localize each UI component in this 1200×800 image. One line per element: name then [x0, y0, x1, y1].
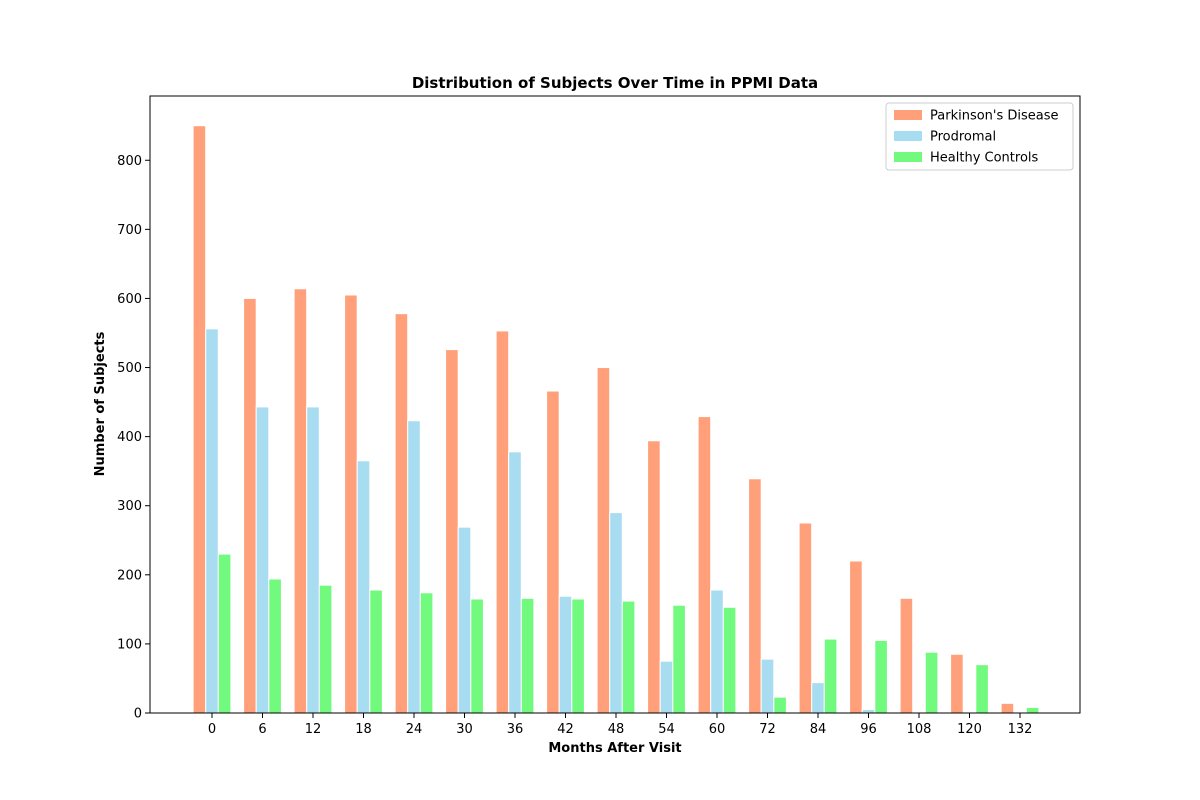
legend-swatch-2	[894, 152, 922, 162]
bar-healthy-controls-132	[1025, 706, 1040, 714]
bar-prodromal-72	[760, 658, 775, 714]
x-tick-label-30: 30	[456, 722, 473, 737]
bar-parkinson-s-disease-18	[344, 294, 358, 714]
legend-box	[885, 102, 1074, 171]
bar-healthy-controls-48	[621, 600, 636, 714]
x-tick-label-108: 108	[907, 722, 932, 737]
bar-parkinson-s-disease-84	[798, 522, 813, 714]
y-axis: 0 100 200 300 400 500 600 700 800	[117, 154, 150, 722]
bar-parkinson-s-disease-132	[1000, 702, 1015, 714]
x-axis: 0 6 12 18 24 30 36 42 48 54 60 72 84 96 108 120 132	[208, 713, 1033, 737]
bar-healthy-controls-108	[924, 651, 939, 714]
bar-parkinson-s-disease-72	[748, 478, 762, 714]
bar-healthy-controls-30	[470, 598, 484, 714]
legend: Parkinson's Disease Prodromal Healthy Cont…	[885, 102, 1074, 171]
bar-prodromal-12	[306, 406, 320, 714]
bars-layer	[192, 125, 1040, 714]
bar-prodromal-0	[205, 328, 219, 714]
x-tick-label-18: 18	[355, 722, 372, 737]
bar-parkinson-s-disease-6	[243, 297, 257, 714]
bar-prodromal-48	[609, 512, 623, 714]
bar-parkinson-s-disease-42	[546, 390, 560, 714]
chart-title: Distribution of Subjects Over Time in PP…	[412, 74, 818, 92]
y-tick-label-200: 200	[117, 568, 142, 583]
bar-parkinson-s-disease-24	[394, 313, 409, 714]
bar-parkinson-s-disease-12	[293, 288, 308, 714]
y-tick-label-100: 100	[117, 637, 142, 652]
x-tick-label-48: 48	[608, 722, 625, 737]
bar-prodromal-96	[861, 709, 876, 714]
x-tick-label-60: 60	[709, 722, 726, 737]
bar-healthy-controls-72	[773, 696, 787, 714]
legend-swatch-1	[894, 131, 922, 141]
legend-label-0: Parkinson's Disease	[930, 109, 1059, 124]
bar-parkinson-s-disease-108	[899, 597, 914, 714]
plot-frame	[149, 95, 1081, 714]
bar-healthy-controls-0	[217, 553, 232, 714]
bar-parkinson-s-disease-30	[445, 349, 459, 714]
x-tick-label-120: 120	[957, 722, 982, 737]
legend-label-2: Healthy Controls	[930, 151, 1039, 166]
x-tick-label-54: 54	[658, 722, 675, 737]
x-tick-label-24: 24	[406, 722, 423, 737]
bar-healthy-controls-84	[823, 638, 838, 714]
y-tick-label-700: 700	[117, 223, 142, 238]
y-tick-label-0: 0	[134, 707, 142, 722]
y-tick-label-800: 800	[117, 154, 142, 169]
bar-healthy-controls-42	[571, 598, 585, 714]
bar-parkinson-s-disease-96	[849, 560, 863, 714]
bar-prodromal-54	[659, 660, 674, 714]
x-tick-label-132: 132	[1008, 722, 1033, 737]
bar-prodromal-84	[811, 682, 825, 714]
bar-parkinson-s-disease-60	[697, 416, 712, 714]
bar-healthy-controls-18	[369, 589, 383, 714]
x-axis-title: Months After Visit	[548, 741, 681, 756]
x-tick-label-12: 12	[305, 722, 322, 737]
bar-prodromal-60	[710, 589, 724, 714]
bar-healthy-controls-96	[874, 639, 888, 714]
y-axis-title: Number of Subjects	[93, 331, 108, 476]
bar-healthy-controls-60	[722, 606, 737, 714]
y-tick-label-400: 400	[117, 430, 142, 445]
bar-prodromal-42	[558, 595, 573, 714]
bar-parkinson-s-disease-120	[950, 653, 964, 714]
y-tick-label-300: 300	[117, 499, 142, 514]
bar-healthy-controls-6	[268, 578, 282, 714]
y-tick-label-600: 600	[117, 292, 142, 307]
bar-prodromal-24	[407, 420, 421, 714]
bar-parkinson-s-disease-0	[192, 125, 207, 714]
bar-prodromal-6	[255, 406, 270, 714]
bar-healthy-controls-120	[975, 664, 989, 714]
bar-parkinson-s-disease-54	[647, 440, 661, 714]
bar-healthy-controls-12	[318, 584, 333, 714]
bar-parkinson-s-disease-36	[495, 330, 510, 714]
x-tick-label-6: 6	[258, 722, 266, 737]
x-tick-label-42: 42	[557, 722, 574, 737]
bar-healthy-controls-36	[520, 597, 535, 714]
bar-prodromal-36	[508, 451, 522, 714]
bar-prodromal-30	[457, 526, 472, 714]
y-tick-label-500: 500	[117, 361, 142, 376]
legend-label-1: Prodromal	[930, 130, 996, 145]
x-tick-label-0: 0	[208, 722, 216, 737]
bar-parkinson-s-disease-48	[596, 367, 611, 714]
x-tick-label-96: 96	[860, 722, 877, 737]
bar-healthy-controls-24	[419, 592, 434, 714]
bar-healthy-controls-54	[672, 604, 686, 714]
x-tick-label-84: 84	[810, 722, 827, 737]
x-tick-label-36: 36	[507, 722, 524, 737]
legend-swatch-0	[894, 110, 922, 120]
x-tick-label-72: 72	[759, 722, 776, 737]
bar-prodromal-18	[356, 460, 371, 714]
